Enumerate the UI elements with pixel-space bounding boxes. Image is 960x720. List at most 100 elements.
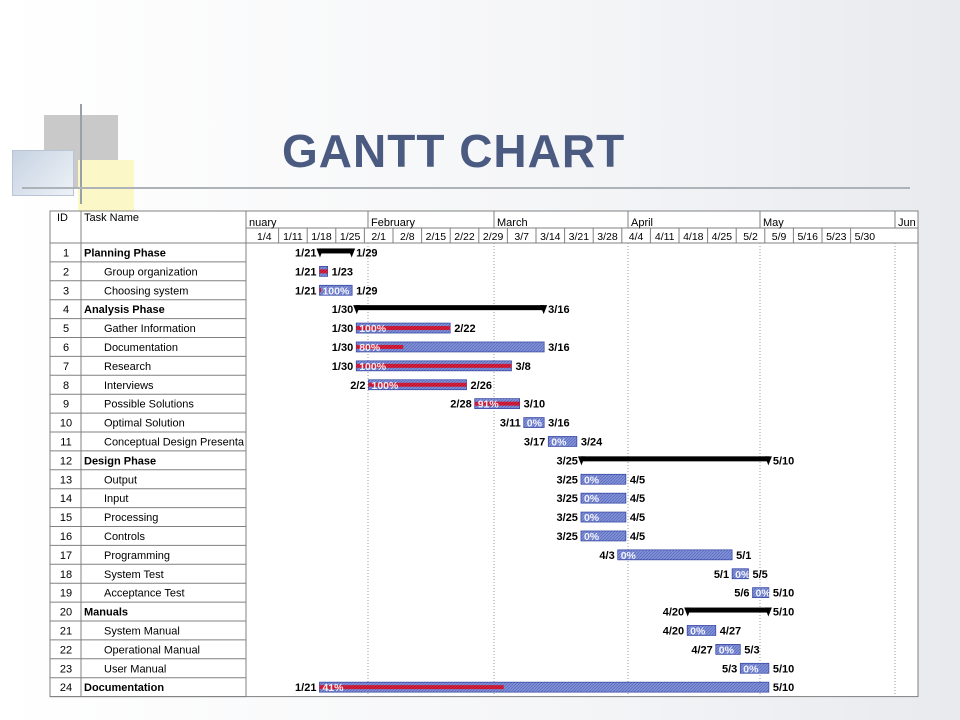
summary-bar [356, 305, 545, 311]
task-finish-label: 5/10 [773, 663, 794, 675]
summary-bar [319, 248, 353, 254]
task-percent-label: 80% [359, 342, 381, 354]
task-finish-label: 3/16 [548, 342, 569, 354]
task-finish-label: 2/22 [454, 323, 475, 335]
task-name: Analysis Phase [84, 304, 165, 316]
task-name: Gather Information [104, 323, 196, 335]
week-label: 3/21 [569, 231, 590, 243]
task-finish-label: 5/3 [744, 644, 759, 656]
task-name: Output [104, 474, 137, 486]
week-label: 1/11 [283, 231, 303, 243]
task-id: 6 [63, 342, 69, 354]
month-label: April [631, 217, 653, 229]
task-id: 1 [63, 247, 69, 259]
summary-bar-end-cap [764, 456, 772, 466]
task-id: 11 [60, 436, 71, 448]
col-header-task-name: Task Name [84, 212, 139, 224]
task-finish-label: 4/5 [630, 512, 645, 524]
task-bar [523, 417, 545, 428]
week-label: 2/15 [426, 231, 447, 243]
task-finish-label: 3/10 [524, 399, 545, 411]
task-id: 24 [60, 682, 72, 694]
summary-bar-end-cap [540, 305, 548, 315]
summary-bar-start-cap [577, 456, 585, 466]
task-percent-label: 0% [719, 644, 735, 656]
slide-title: GANTT CHART [282, 125, 626, 177]
task-finish-label: 4/5 [630, 493, 645, 505]
task-finish-label: 2/26 [471, 380, 492, 392]
task-percent-label: 0% [584, 493, 600, 505]
task-name: Documentation [104, 342, 178, 354]
task-progress-bar [474, 401, 520, 406]
summary-bar-end-cap [764, 607, 772, 617]
week-label: 3/7 [514, 231, 529, 243]
task-bar [580, 530, 627, 542]
summary-bar [580, 456, 769, 462]
task-finish-label: 5/1 [736, 550, 751, 562]
summary-bar-end-cap [348, 248, 356, 258]
task-name: User Manual [104, 663, 166, 675]
task-id: 17 [60, 550, 72, 562]
task-finish-label: 5/10 [773, 607, 794, 619]
task-percent-label: 0% [584, 512, 600, 524]
week-label: 5/30 [855, 231, 876, 243]
week-label: 5/16 [797, 231, 818, 243]
task-finish-label: 5/10 [773, 682, 794, 694]
task-name: Possible Solutions [104, 399, 194, 411]
week-label: 1/25 [340, 231, 361, 243]
task-name: Manuals [84, 607, 128, 619]
task-finish-label: 3/8 [515, 361, 530, 373]
task-start-label: 1/21 [295, 247, 316, 259]
week-label: 5/9 [772, 231, 787, 243]
task-percent-label: 100% [371, 380, 399, 392]
task-percent-label: 0% [690, 625, 706, 637]
decor-square-yellow [78, 160, 134, 212]
task-bar [580, 473, 627, 485]
task-id: 21 [60, 625, 72, 637]
week-label: 3/14 [540, 231, 561, 243]
week-label: 2/29 [483, 231, 504, 243]
task-name: Controls [104, 531, 145, 543]
task-finish-label: 3/16 [548, 418, 569, 430]
task-start-label: 3/25 [557, 512, 578, 524]
month-label: May [763, 217, 784, 229]
task-start-label: 3/25 [557, 455, 578, 467]
task-id: 8 [63, 380, 69, 392]
task-name: Research [104, 361, 151, 373]
task-id: 15 [60, 512, 72, 524]
task-name: Choosing system [104, 285, 188, 297]
task-start-label: 1/30 [332, 323, 353, 335]
task-finish-label: 3/24 [581, 436, 603, 448]
task-start-label: 1/30 [332, 342, 353, 354]
week-label: 5/2 [743, 231, 758, 243]
task-progress-bar [319, 269, 328, 274]
task-percent-label: 91% [478, 399, 500, 411]
task-name: Group organization [104, 266, 198, 278]
task-start-label: 1/21 [295, 285, 316, 297]
task-finish-label: 1/29 [356, 285, 377, 297]
summary-bar-start-cap [353, 305, 361, 315]
task-bar [739, 662, 770, 674]
task-start-label: 5/6 [734, 588, 749, 600]
task-id: 23 [60, 663, 72, 675]
task-start-label: 2/28 [450, 399, 471, 411]
col-header-id: ID [57, 212, 68, 224]
task-percent-label: 0% [735, 569, 751, 581]
task-percent-label: 100% [359, 361, 387, 373]
week-label: 3/28 [597, 231, 618, 243]
task-id: 13 [60, 474, 72, 486]
task-percent-label: 0% [551, 436, 567, 448]
task-name: Conceptual Design Presenta [104, 436, 245, 448]
task-finish-label: 4/27 [720, 625, 741, 637]
task-id: 16 [60, 531, 72, 543]
task-id: 20 [60, 607, 72, 619]
task-id: 22 [60, 644, 72, 656]
task-progress-bar [356, 344, 404, 349]
task-id: 3 [63, 285, 69, 297]
task-start-label: 1/30 [332, 361, 353, 373]
task-start-label: 5/3 [722, 663, 737, 675]
task-finish-label: 5/10 [773, 455, 794, 467]
task-start-label: 4/27 [691, 644, 712, 656]
task-finish-label: 4/5 [630, 474, 645, 486]
month-label: Jun [898, 217, 916, 229]
